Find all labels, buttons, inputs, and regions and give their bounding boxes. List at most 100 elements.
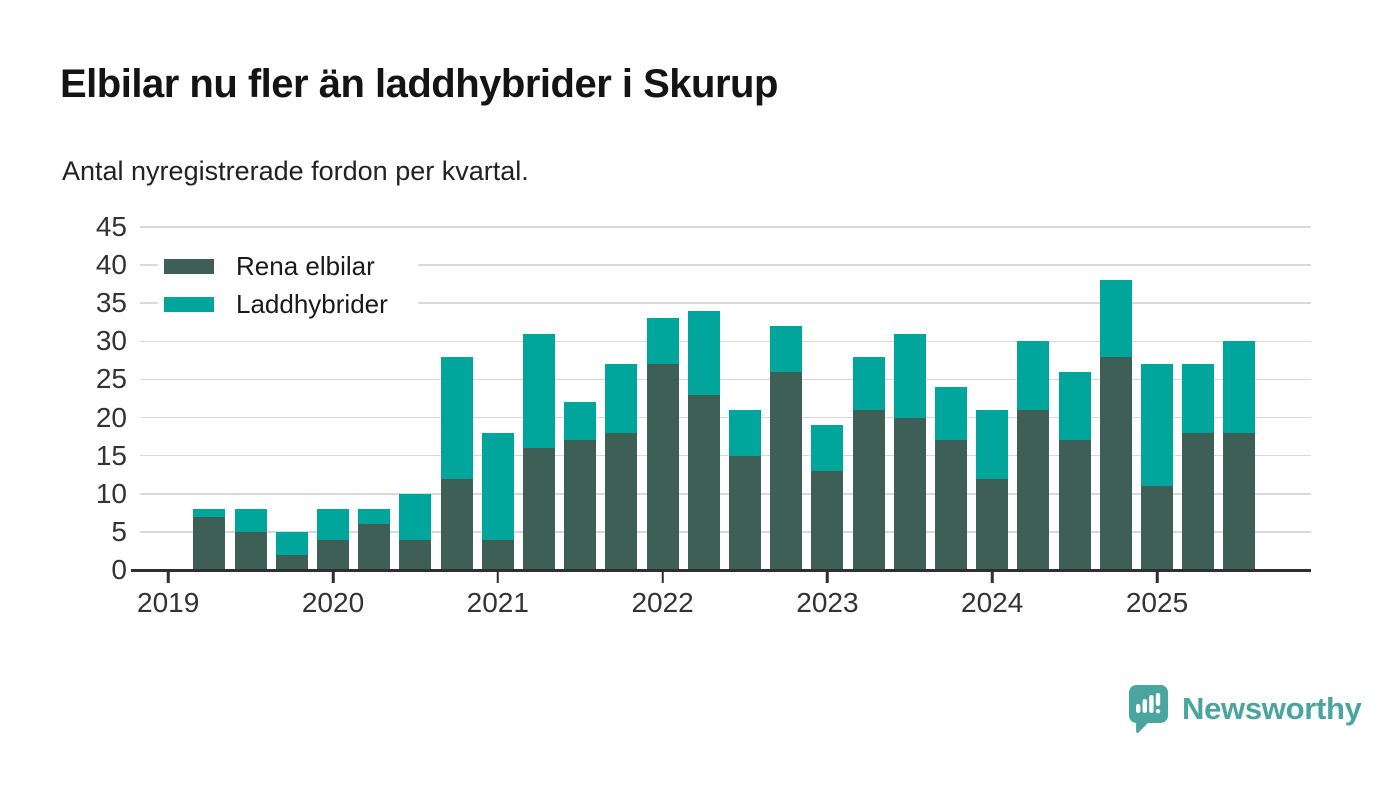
gridline-y-5 [140,531,1311,533]
segment-laddhybrider [1182,364,1215,433]
bar-2022-Q4 [770,326,803,570]
y-axis-label: 45 [95,211,127,242]
segment-rena-elbilar [523,448,555,570]
gridline-y-30 [140,340,1311,343]
bar-2025-Q2 [1182,364,1215,570]
bar-2022-Q3 [729,409,761,570]
x-axis-label-2025: 2025 [1125,587,1189,618]
x-axis-tick [826,570,829,583]
segment-rena-elbilar [358,524,391,570]
gridline-y-25 [140,378,1311,381]
y-axis-label: 25 [95,363,127,395]
segment-laddhybrider [852,356,885,410]
segment-laddhybrider [1141,364,1173,487]
bar-2019-Q3 [234,509,267,570]
legend: Rena elbilar Laddhybrider [158,245,418,325]
x-axis-label-2019: 2019 [137,587,200,618]
segment-laddhybrider [399,493,432,540]
bar-2020-Q4 [440,356,473,570]
y-axis-label: 20 [95,401,127,433]
y-axis-label: 10 [95,477,127,509]
segment-rena-elbilar [564,440,597,570]
segment-laddhybrider [1223,341,1256,433]
segment-laddhybrider [646,318,679,365]
segment-rena-elbilar [935,440,967,570]
segment-rena-elbilar [1182,432,1215,570]
segment-rena-elbilar [729,455,761,570]
bar-2022-Q2 [687,310,720,570]
legend-item-rena-elbilar: Rena elbilar [164,247,388,285]
segment-laddhybrider [440,356,473,479]
legend-label: Laddhybrider [236,288,388,319]
segment-rena-elbilar [440,478,473,570]
segment-laddhybrider [687,310,720,395]
legend-swatch-laddhybrider [164,296,214,312]
bar-2023-Q4 [935,387,967,570]
bar-2021-Q4 [605,364,638,570]
y-axis-label: 15 [95,439,127,471]
gridline-y-10 [140,493,1311,495]
bar-2025-Q3 [1223,341,1256,570]
gridline-y-40 [140,264,1311,266]
segment-laddhybrider [317,509,349,540]
y-axis-label: 35 [95,287,127,319]
segment-laddhybrider [564,402,597,441]
segment-rena-elbilar [687,394,720,570]
x-axis-label-2020: 2020 [301,587,365,618]
segment-rena-elbilar [481,539,514,570]
legend-label: Rena elbilar [236,250,375,281]
segment-laddhybrider [770,326,803,372]
y-axis-label: 0 [111,554,127,585]
x-axis-label-2023: 2023 [796,587,859,618]
bar-2021-Q2 [523,333,555,570]
y-axis-label: 5 [111,515,127,547]
segment-rena-elbilar [646,364,679,570]
plot-area: Rena elbilar Laddhybrider 2019 2020 2021 20… [131,226,1311,618]
x-axis-tick [661,570,664,583]
gridline-y-20 [140,416,1311,419]
segment-rena-elbilar [1058,440,1091,570]
segment-rena-elbilar [811,470,844,570]
bar-2022-Q1 [646,318,679,570]
bar-2021-Q3 [564,402,597,570]
segment-rena-elbilar [1099,356,1132,570]
chart-title: Elbilar nu fler än laddhybrider i Skurup [60,62,778,106]
segment-laddhybrider [234,509,267,532]
segment-rena-elbilar [770,371,803,570]
segment-rena-elbilar [1223,432,1256,570]
bar-2024-Q4 [1099,280,1132,570]
y-axis-label: 30 [95,325,127,357]
bar-2019-Q4 [275,531,308,570]
newsworthy-logo: Newsworthy [1128,684,1362,741]
segment-laddhybrider [605,364,638,433]
bar-chart-speech-bubble-icon [1128,684,1169,741]
segment-laddhybrider [358,509,391,525]
segment-rena-elbilar [852,409,885,570]
segment-laddhybrider [481,432,514,540]
x-axis-label-2024: 2024 [961,587,1024,618]
segment-laddhybrider [523,333,555,449]
bar-2023-Q1 [811,425,844,570]
segment-rena-elbilar [234,531,267,570]
x-axis-tick [331,570,335,583]
segment-laddhybrider [275,531,308,555]
segment-rena-elbilar [399,539,432,570]
segment-laddhybrider [811,425,844,471]
segment-laddhybrider [1058,371,1091,441]
segment-rena-elbilar [275,554,308,570]
brand-name: Newsworthy [1182,691,1362,726]
segment-laddhybrider [193,509,226,517]
x-axis-tick [496,570,500,583]
gridline-y-35 [140,302,1311,304]
bar-2020-Q1 [317,509,349,570]
segment-laddhybrider [1017,341,1050,410]
bar-2021-Q1 [481,432,514,570]
segment-rena-elbilar [1141,486,1173,570]
legend-item-laddhybrider: Laddhybrider [164,285,388,323]
bar-2025-Q1 [1141,364,1173,570]
y-axis-label: 40 [95,249,127,281]
segment-laddhybrider [976,409,1009,479]
x-axis-line [131,568,1311,572]
segment-rena-elbilar [976,478,1009,570]
